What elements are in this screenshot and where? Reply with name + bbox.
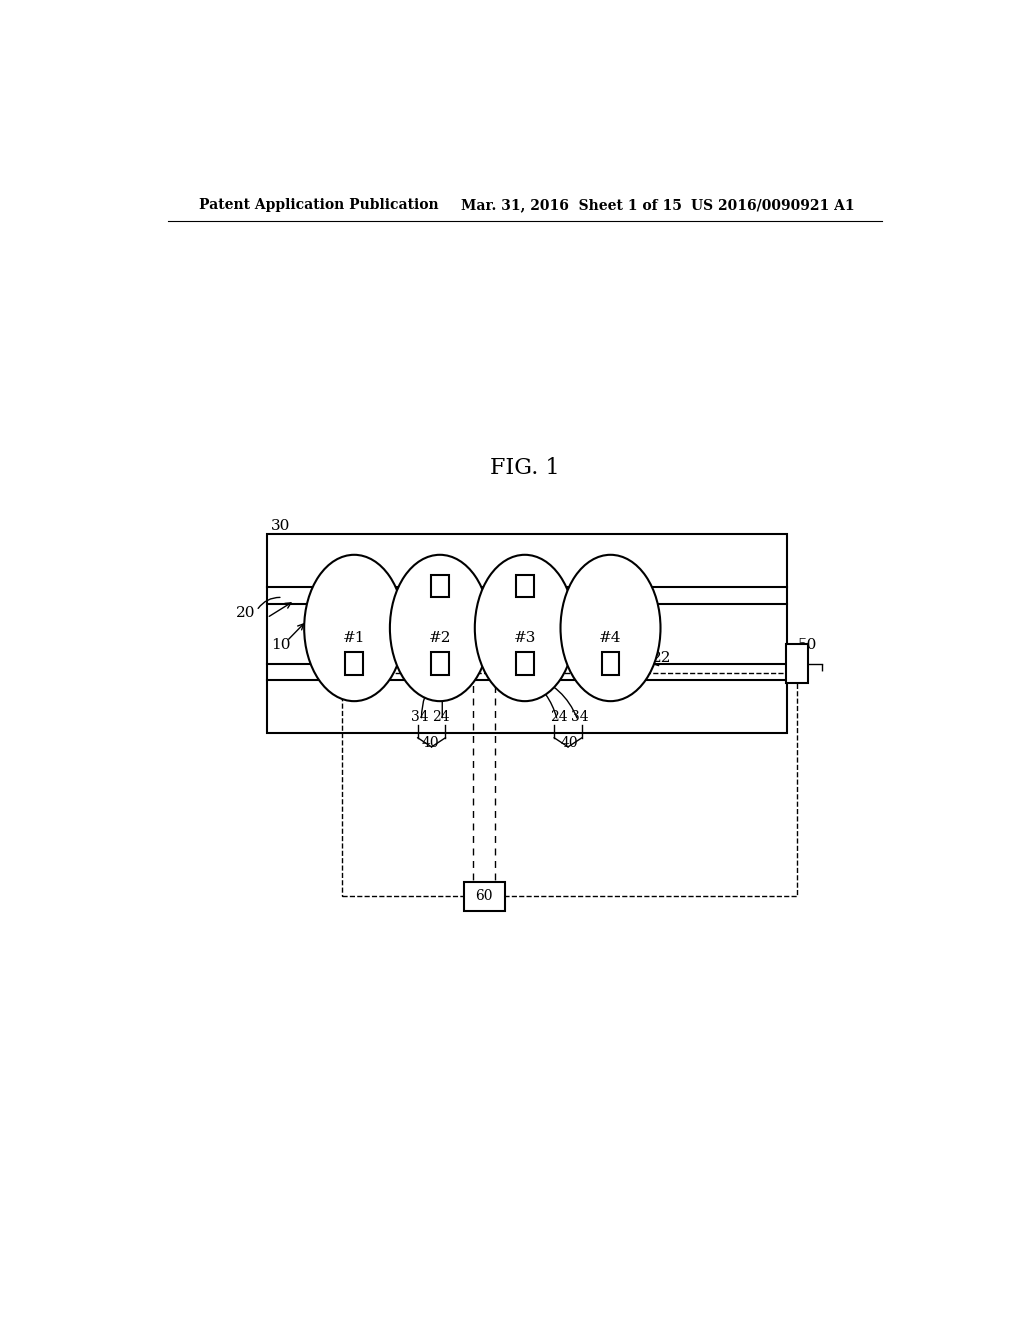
- Text: 60: 60: [475, 890, 494, 903]
- Bar: [602, 652, 620, 675]
- Ellipse shape: [475, 554, 574, 701]
- Text: 10: 10: [271, 639, 291, 652]
- Text: US 2016/0090921 A1: US 2016/0090921 A1: [691, 198, 855, 213]
- Bar: [345, 652, 362, 675]
- Bar: [516, 576, 534, 598]
- Text: 34: 34: [412, 710, 429, 725]
- Text: Patent Application Publication: Patent Application Publication: [200, 198, 439, 213]
- Text: #2: #2: [429, 631, 452, 645]
- Ellipse shape: [390, 554, 489, 701]
- Text: 22: 22: [651, 652, 671, 665]
- Text: 20: 20: [236, 606, 255, 619]
- Bar: [267, 535, 786, 733]
- Text: 30: 30: [270, 519, 290, 533]
- Text: 40: 40: [560, 735, 579, 750]
- Bar: [785, 644, 808, 682]
- Text: 34: 34: [570, 710, 589, 725]
- Ellipse shape: [560, 554, 660, 701]
- Text: FIG. 1: FIG. 1: [490, 458, 559, 479]
- Text: Mar. 31, 2016  Sheet 1 of 15: Mar. 31, 2016 Sheet 1 of 15: [461, 198, 682, 213]
- Text: 24: 24: [550, 710, 567, 725]
- Ellipse shape: [304, 554, 404, 701]
- Text: 40: 40: [422, 735, 439, 750]
- Bar: [342, 673, 797, 896]
- Text: 24: 24: [432, 710, 450, 725]
- Bar: [516, 652, 534, 675]
- Text: 50: 50: [798, 639, 817, 652]
- Bar: [431, 576, 449, 598]
- Bar: [431, 652, 449, 675]
- Bar: [464, 882, 505, 911]
- Text: #1: #1: [343, 631, 366, 645]
- Text: #4: #4: [599, 631, 622, 645]
- Text: #3: #3: [514, 631, 536, 645]
- Text: 22: 22: [318, 652, 338, 665]
